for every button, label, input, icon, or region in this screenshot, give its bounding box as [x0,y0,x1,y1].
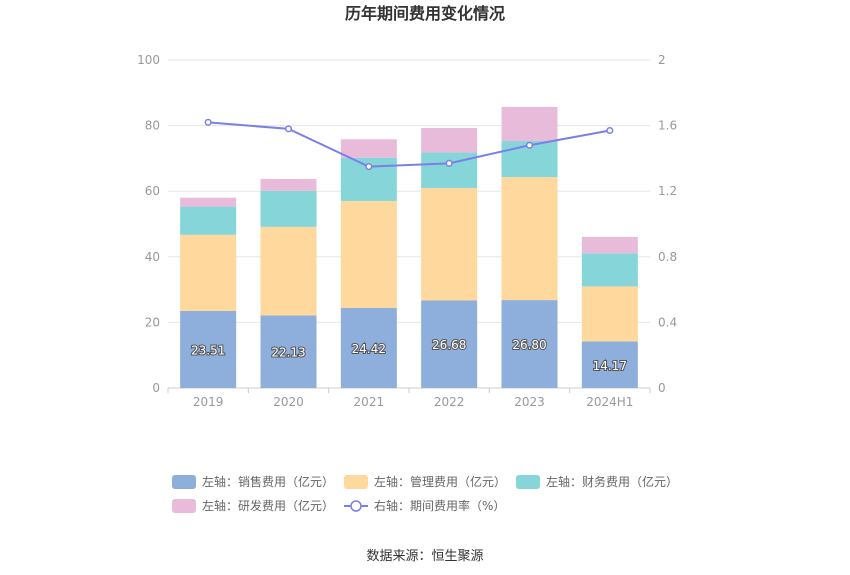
bar-segment [581,341,638,388]
bar-value-labels: 23.51 22.13 24.42 26.68 26.80 14.17 [190,337,628,374]
legend-item[interactable]: 左轴：管理费用（亿元） [344,474,506,489]
right-tick-label: 0.4 [658,315,677,329]
left-axis: 0 20 40 60 80 100 [137,53,160,395]
source-note: 数据来源：恒生聚源 [366,549,483,564]
legend-label: 左轴：财务费用（亿元） [546,474,678,489]
bars [180,106,638,388]
bar-value-label: 23.51 [191,343,225,357]
bar-segment [581,286,638,342]
legend-swatch [516,475,540,489]
bar-segment [340,307,397,388]
right-tick-label: 1.6 [658,119,677,133]
bar-segment [260,190,317,227]
line-point [204,118,212,126]
legend-label: 右轴：期间费用率（%） [374,498,505,513]
bar-value-label: 14.17 [593,359,627,373]
left-tick-label: 60 [145,184,160,198]
legend-item[interactable]: 左轴：财务费用（亿元） [516,474,678,489]
bar-segment [581,253,638,287]
bar-segment [421,127,478,153]
legend: 左轴：销售费用（亿元） 左轴：管理费用（亿元） 左轴：财务费用（亿元） 左轴：研发费用… [172,474,678,513]
x-tick-label: 2022 [434,395,465,409]
left-tick-label: 0 [152,381,160,395]
bar-segment [340,139,397,158]
legend-swatch [172,475,196,489]
grid-lines [168,59,650,389]
x-tick-label: 2023 [514,395,545,409]
bar-segment [421,187,478,301]
x-tick-label: 2021 [354,395,385,409]
legend-item[interactable]: 左轴：研发费用（亿元） [172,498,334,513]
left-tick-label: 80 [145,119,160,133]
right-tick-label: 0.8 [658,250,677,264]
bar-segment [501,106,558,142]
bar-segment [501,300,558,388]
right-tick-label: 1.2 [658,184,677,198]
bar-value-label: 24.42 [352,342,386,356]
expense-ratio-line [204,118,614,171]
line-point [606,126,614,135]
bar-segment [421,300,478,388]
bar-segment [340,200,397,308]
bar-segment [180,234,237,311]
legend-label: 左轴：销售费用（亿元） [202,474,334,489]
x-tick-label: 2024H1 [586,395,633,409]
right-tick-label: 0 [658,381,666,395]
bar-segment [180,206,237,235]
legend-label: 左轴：研发费用（亿元） [202,498,334,513]
left-tick-label: 20 [145,315,160,329]
legend-item[interactable]: 左轴：销售费用（亿元） [172,474,334,489]
bar-segment [260,315,317,388]
bar-segment [260,226,317,316]
bar-segment [501,177,558,301]
line-point [284,125,293,133]
legend-swatch [344,475,368,489]
line-point [525,141,534,149]
bar-value-label: 26.80 [512,338,546,352]
x-tick-label: 2019 [193,395,224,409]
legend-label: 左轴：管理费用（亿元） [374,474,506,489]
chart-title: 历年期间费用变化情况 [345,4,505,23]
bar-segment [421,152,478,188]
legend-line-marker [350,500,362,512]
bar-segment [260,178,317,191]
legend-item[interactable]: 右轴：期间费用率（%） [344,498,505,513]
line-path [208,121,611,168]
x-tick-label: 2020 [273,395,304,409]
bar-value-label: 26.68 [432,338,466,352]
line-point [365,163,373,171]
left-tick-label: 40 [145,250,160,264]
right-tick-label: 2 [658,53,666,67]
bar-segment [180,197,237,207]
bar-segment [581,236,638,254]
x-axis: 2019 2020 2021 2022 2023 2024H1 [167,388,651,409]
left-tick-label: 100 [137,53,160,67]
line-point [445,159,453,167]
bar-segment [180,310,237,388]
legend-swatch [172,499,196,513]
bar-value-label: 22.13 [271,346,305,360]
right-axis: 0 0.4 0.8 1.2 1.6 2 [658,53,677,395]
